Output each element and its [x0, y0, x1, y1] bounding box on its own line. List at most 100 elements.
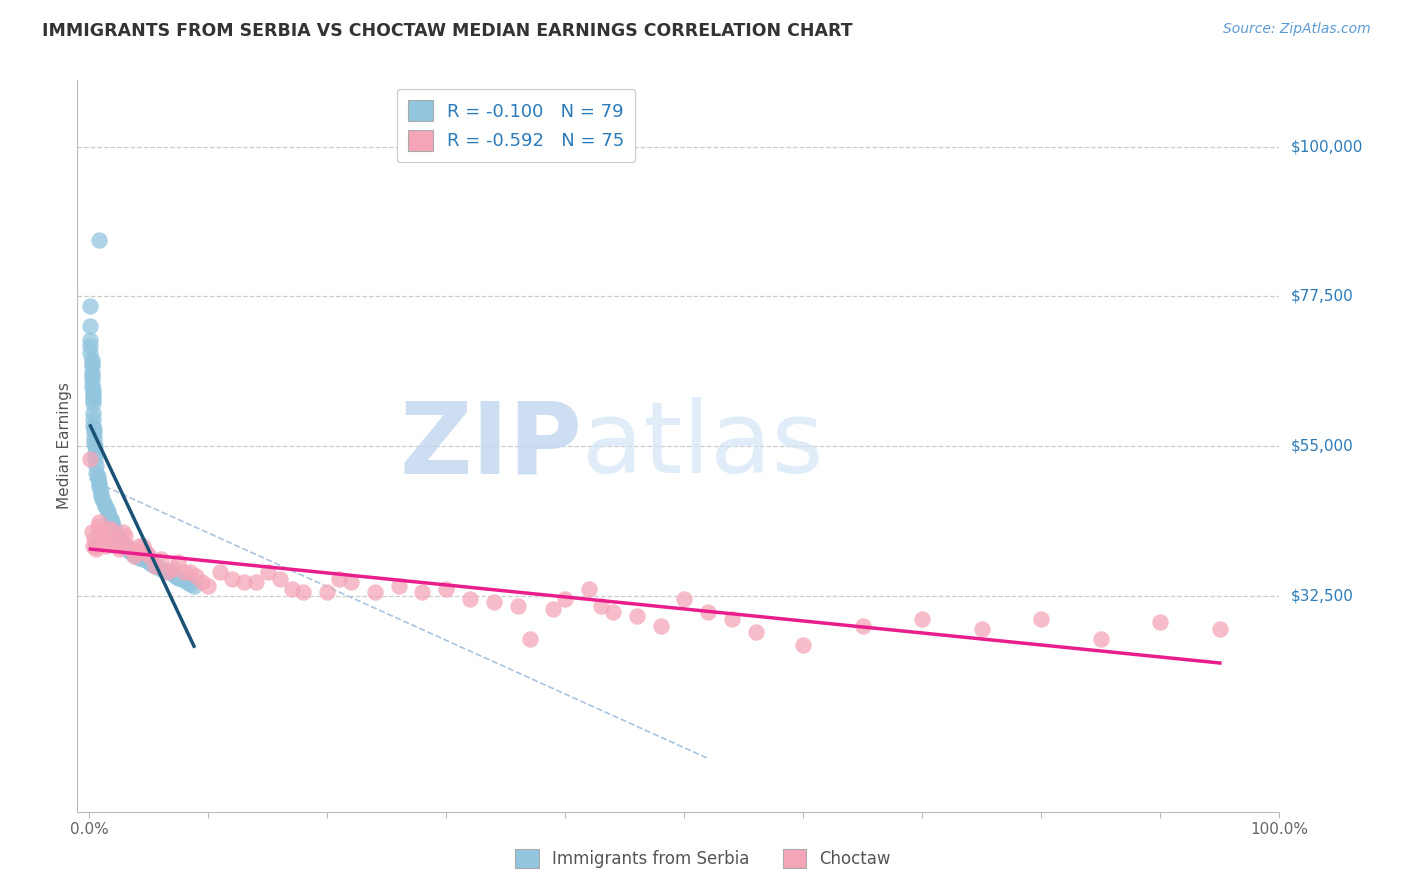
- Y-axis label: Median Earnings: Median Earnings: [56, 383, 72, 509]
- Point: [589, 599, 612, 613]
- Text: $77,500: $77,500: [1291, 289, 1354, 304]
- Point: [280, 582, 302, 596]
- Point: [86, 466, 108, 480]
- Point: [135, 553, 157, 567]
- Point: [86, 518, 108, 533]
- Point: [162, 562, 184, 576]
- Point: [135, 545, 157, 559]
- Point: [87, 233, 110, 247]
- Point: [149, 552, 172, 566]
- Point: [93, 499, 115, 513]
- Point: [108, 542, 131, 557]
- Point: [105, 529, 128, 543]
- Point: [87, 516, 110, 530]
- Point: [100, 522, 122, 536]
- Point: [911, 612, 934, 626]
- Point: [82, 389, 104, 403]
- Point: [79, 299, 101, 313]
- Point: [111, 537, 134, 551]
- Point: [79, 339, 101, 353]
- Point: [120, 542, 142, 557]
- Point: [82, 539, 104, 553]
- Point: [83, 435, 105, 450]
- Point: [269, 572, 291, 586]
- Point: [167, 555, 190, 569]
- Point: [852, 618, 875, 632]
- Point: [458, 591, 481, 606]
- Point: [83, 425, 105, 440]
- Point: [256, 566, 278, 580]
- Point: [163, 568, 186, 582]
- Point: [340, 575, 363, 590]
- Point: [482, 595, 505, 609]
- Point: [98, 508, 121, 523]
- Point: [176, 575, 198, 590]
- Point: [128, 539, 150, 553]
- Point: [117, 544, 139, 558]
- Point: [82, 383, 104, 397]
- Point: [221, 572, 243, 586]
- Point: [111, 525, 134, 540]
- Point: [149, 562, 172, 576]
- Point: [97, 506, 120, 520]
- Point: [89, 482, 111, 496]
- Point: [80, 369, 103, 384]
- Text: IMMIGRANTS FROM SERBIA VS CHOCTAW MEDIAN EARNINGS CORRELATION CHART: IMMIGRANTS FROM SERBIA VS CHOCTAW MEDIAN…: [42, 22, 853, 40]
- Point: [101, 532, 124, 546]
- Text: $100,000: $100,000: [1291, 139, 1362, 154]
- Point: [79, 333, 101, 347]
- Point: [80, 352, 103, 367]
- Point: [86, 472, 108, 486]
- Point: [132, 552, 155, 566]
- Point: [108, 533, 131, 548]
- Point: [602, 605, 624, 619]
- Point: [80, 366, 103, 380]
- Point: [316, 585, 339, 599]
- Point: [1149, 615, 1171, 630]
- Point: [434, 582, 457, 596]
- Point: [120, 545, 142, 559]
- Point: [155, 566, 177, 580]
- Point: [82, 419, 104, 434]
- Point: [292, 585, 315, 599]
- Text: $55,000: $55,000: [1291, 439, 1354, 453]
- Point: [84, 539, 107, 553]
- Point: [80, 359, 103, 374]
- Text: ZIP: ZIP: [399, 398, 582, 494]
- Point: [104, 535, 127, 549]
- Point: [94, 539, 117, 553]
- Point: [82, 412, 104, 426]
- Point: [138, 555, 160, 569]
- Point: [138, 549, 160, 563]
- Point: [179, 566, 201, 580]
- Point: [792, 639, 814, 653]
- Point: [91, 492, 114, 507]
- Point: [186, 568, 208, 582]
- Point: [108, 532, 131, 546]
- Point: [80, 372, 103, 386]
- Point: [90, 485, 112, 500]
- Point: [411, 585, 433, 599]
- Point: [233, 575, 256, 590]
- Point: [191, 575, 214, 590]
- Point: [143, 558, 166, 573]
- Point: [104, 525, 127, 540]
- Point: [673, 591, 696, 606]
- Point: [328, 572, 350, 586]
- Point: [80, 525, 103, 540]
- Point: [970, 622, 993, 636]
- Point: [79, 319, 101, 334]
- Point: [132, 539, 155, 553]
- Point: [86, 458, 108, 473]
- Point: [82, 392, 104, 407]
- Point: [697, 605, 720, 619]
- Point: [388, 579, 411, 593]
- Point: [84, 439, 107, 453]
- Point: [519, 632, 541, 646]
- Text: atlas: atlas: [582, 398, 824, 494]
- Point: [139, 558, 162, 572]
- Point: [110, 535, 132, 549]
- Point: [83, 532, 105, 546]
- Point: [155, 564, 177, 578]
- Point: [122, 547, 145, 561]
